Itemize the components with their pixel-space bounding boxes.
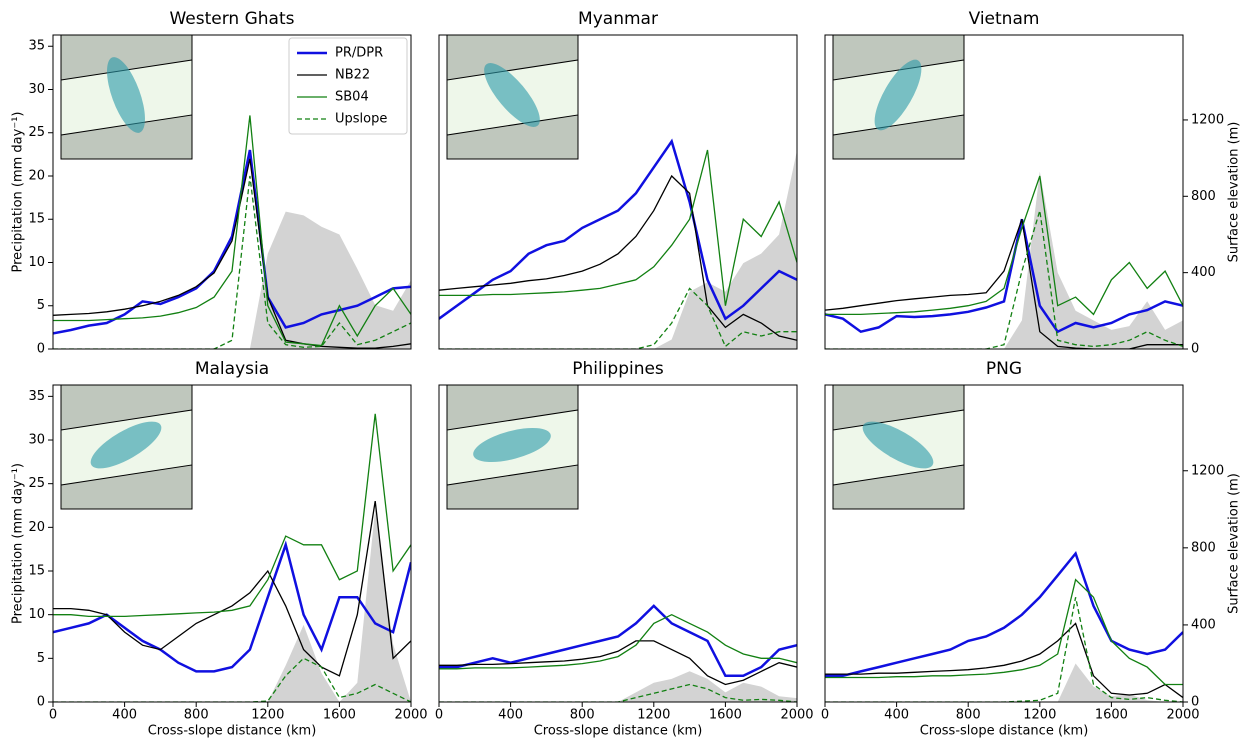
y2-tick-label: 400 (1191, 617, 1216, 632)
x-tick-label: 1600 (323, 708, 356, 723)
y-tick-label: 25 (28, 125, 45, 140)
series-line (53, 501, 411, 676)
panel-title: Western Ghats (169, 9, 294, 29)
series-line (439, 615, 797, 669)
plot-area (439, 141, 797, 349)
x-tick-label: 800 (570, 708, 595, 723)
y2-axis-label: Surface elevation (m) (1227, 122, 1242, 263)
y-tick-label: 0 (37, 342, 45, 357)
x-tick-label: 400 (112, 708, 137, 723)
y-tick-label: 0 (37, 695, 45, 710)
y-tick-label: 15 (28, 212, 45, 227)
series-line (825, 580, 1183, 685)
series-line (825, 623, 1183, 697)
y2-tick-label: 1200 (1191, 112, 1224, 127)
elevation-area (825, 172, 1183, 350)
x-tick-label: 400 (498, 708, 523, 723)
figure: Western Ghats 0 5 10 15 20 25 30 35 Precipitation… (0, 0, 1252, 740)
y-tick-label: 30 (28, 82, 45, 97)
series-line (439, 641, 797, 685)
y-tick-label: 20 (28, 520, 45, 535)
panel-title: Vietnam (969, 9, 1040, 29)
panel-title: Philippines (572, 359, 664, 379)
x-tick-label: 400 (884, 708, 909, 723)
x-tick-label: 1200 (1023, 708, 1056, 723)
x-tick-label: 0 (435, 708, 443, 723)
plot-area (825, 172, 1183, 350)
y2-tick-label: 1200 (1191, 463, 1224, 478)
y-tick-label: 5 (37, 298, 45, 313)
panel-title: Myanmar (578, 9, 658, 29)
x-tick-label: 800 (956, 708, 981, 723)
x-tick-label: 1200 (251, 708, 284, 723)
y-tick-label: 30 (28, 433, 45, 448)
legend-label: SB04 (335, 90, 369, 105)
series-line (825, 176, 1183, 314)
legend-label: PR/DPR (335, 46, 383, 61)
x-tick-label: 2000 (394, 708, 427, 723)
y-tick-label: 20 (28, 168, 45, 183)
x-axis-label: Cross-slope distance (km) (534, 724, 703, 739)
elevation-area (825, 664, 1183, 703)
y2-tick-label: 400 (1191, 265, 1216, 280)
x-axis-label: Cross-slope distance (km) (148, 724, 317, 739)
series-line (53, 545, 411, 672)
legend-label: NB22 (335, 68, 370, 83)
y2-axis-label: Surface elevation (m) (1227, 473, 1242, 614)
x-tick-label: 2000 (1166, 708, 1199, 723)
plot-area (439, 606, 797, 702)
x-tick-label: 0 (821, 708, 829, 723)
y-axis-label: Precipitation (mm day⁻¹) (11, 463, 26, 624)
y-tick-label: 10 (28, 255, 45, 270)
y2-tick-label: 800 (1191, 540, 1216, 555)
x-tick-label: 2000 (780, 708, 813, 723)
x-axis-label: Cross-slope distance (km) (920, 724, 1089, 739)
y2-tick-label: 800 (1191, 189, 1216, 204)
x-tick-label: 1200 (637, 708, 670, 723)
x-tick-label: 800 (184, 708, 209, 723)
plot-area (825, 554, 1183, 703)
y-tick-label: 15 (28, 564, 45, 579)
y-tick-label: 5 (37, 651, 45, 666)
y-tick-label: 35 (28, 39, 45, 54)
y-axis-label: Precipitation (mm day⁻¹) (11, 112, 26, 273)
x-tick-label: 1600 (709, 708, 742, 723)
y-tick-label: 35 (28, 389, 45, 404)
y-tick-label: 25 (28, 476, 45, 491)
y2-tick-label: 0 (1191, 342, 1199, 357)
legend-label: Upslope (335, 112, 387, 127)
panel-title: PNG (986, 359, 1022, 379)
panel-title: Malaysia (195, 359, 269, 379)
series-line (825, 219, 1183, 332)
elevation-area (439, 151, 797, 350)
y-tick-label: 10 (28, 607, 45, 622)
series-line (439, 606, 797, 676)
x-tick-label: 0 (49, 708, 57, 723)
x-tick-label: 1600 (1095, 708, 1128, 723)
